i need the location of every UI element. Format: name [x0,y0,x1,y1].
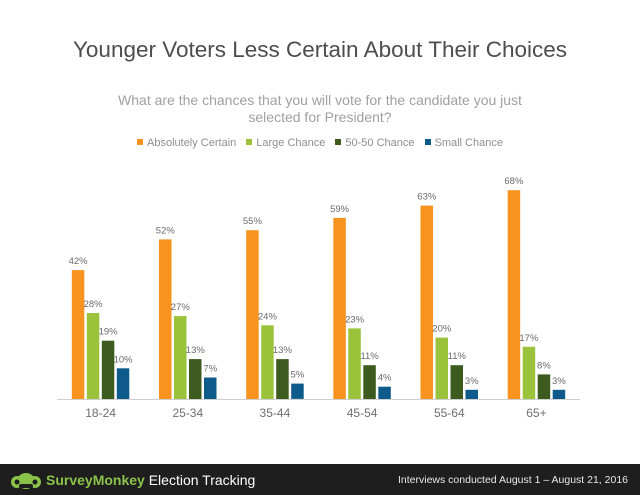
data-label: 11% [448,351,467,362]
legend-swatch [246,139,253,145]
bar [86,313,100,399]
data-label: 3% [465,376,479,387]
bar [246,230,259,399]
bar [276,359,289,399]
bar [363,365,376,399]
bar [552,389,566,399]
x-tick-label: 25-34 [172,406,203,420]
data-label: 52% [156,225,176,236]
bar [159,239,172,399]
bar [174,316,187,399]
data-label: 20% [432,324,452,335]
data-label: 55% [243,216,263,227]
data-label: 13% [273,345,293,356]
bar [71,270,85,399]
data-label: 42% [69,256,89,267]
legend-swatch [335,139,342,145]
interview-dates-note: Interviews conducted August 1 – August 2… [398,474,628,486]
data-label: 19% [99,327,119,338]
data-label: 27% [171,302,191,313]
data-label: 7% [203,364,217,375]
data-label: 10% [114,354,134,365]
data-label: 5% [291,370,305,381]
legend-label: Large Chance [256,137,326,149]
bar [450,365,463,399]
bar [116,368,130,399]
data-label: 24% [258,311,278,322]
bar [204,377,217,399]
data-label: 68% [504,176,524,187]
data-label: 13% [186,345,206,356]
chart-title: Younger Voters Less Certain About Their … [72,37,568,62]
legend-swatch [424,139,431,145]
footer-bar: SurveyMonkey Election Tracking Interview… [0,464,640,495]
bar [261,325,274,399]
x-tick-label: 65+ [526,406,546,420]
bar [189,359,202,399]
brand-suffix: Election Tracking [148,472,256,488]
data-label: 11% [360,351,379,362]
bar [507,190,521,399]
data-label: 4% [378,373,392,384]
bar [333,217,346,399]
bar [522,346,536,399]
legend-item: 50-50 Chance [335,137,415,149]
data-label: 28% [84,299,104,310]
bar [537,374,551,399]
x-tick-label: 55-64 [434,406,465,420]
bar [420,205,433,399]
legend-swatch [137,139,143,145]
bar [291,383,304,399]
footer-brand: SurveyMonkey Election Tracking [46,472,255,488]
data-label: 23% [345,314,365,325]
legend-item: Small Chance [424,137,503,149]
data-label: 17% [519,333,539,344]
surveymonkey-logo-icon [11,473,41,489]
x-tick-label: 35-44 [260,406,291,420]
data-label: 8% [537,360,551,371]
chart-subtitle: What are the chances that you will vote … [118,92,522,125]
data-label: 63% [417,192,437,203]
chart-legend: Absolutely Certain Large Chance 50-50 Chan… [0,137,640,149]
bar-chart: 42% 28% 19% 10% 18-24 52% 27% 13% 7% 25-34 55% 24% 1… [57,176,580,420]
legend-label: Small Chance [434,137,503,149]
data-label: 3% [552,376,566,387]
bar [435,337,448,399]
bar [378,386,391,399]
legend-item: Large Chance [246,137,325,149]
x-tick-label: 45-54 [347,406,378,420]
data-label: 59% [330,204,350,215]
bar [101,340,115,399]
brand-name: SurveyMonkey [46,472,145,488]
legend-label: 50-50 Chance [345,137,415,149]
legend-label: Absolutely Certain [147,137,237,149]
bar [465,389,478,399]
x-tick-label: 18-24 [85,406,116,420]
legend-item: Absolutely Certain [137,137,236,149]
bar [348,328,361,399]
